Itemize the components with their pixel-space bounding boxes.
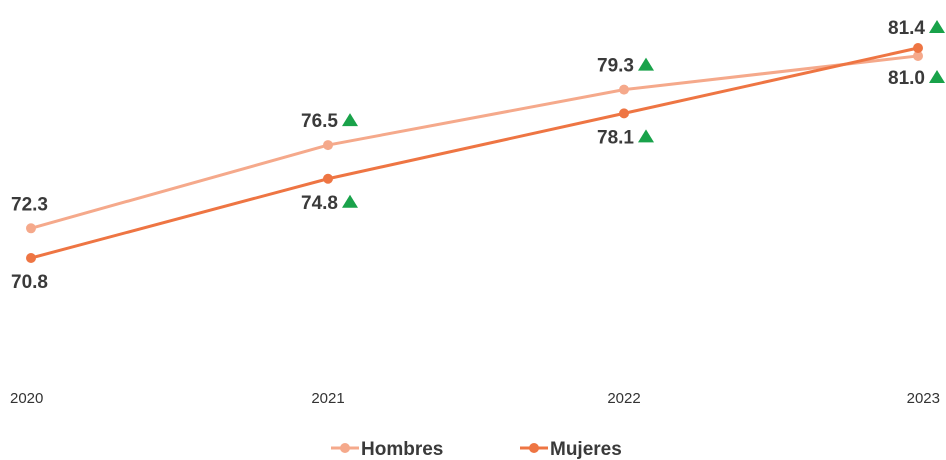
data-point-hombres-2021 <box>323 140 333 151</box>
data-label-hombres-2022: 79.3 <box>597 56 634 77</box>
up-triangle-icon <box>638 57 654 71</box>
data-label-mujeres-2021: 74.8 <box>301 193 338 214</box>
data-point-hombres-2020 <box>26 223 36 234</box>
data-label-hombres-2020: 72.3 <box>11 194 48 215</box>
data-point-mujeres-2020 <box>26 253 36 263</box>
series-line-mujeres <box>29 46 920 260</box>
data-point-mujeres-2022 <box>619 108 629 119</box>
up-triangle-icon <box>929 20 945 34</box>
data-point-hombres-2022 <box>619 84 629 95</box>
legend: Hombres Mujeres <box>331 439 622 460</box>
up-triangle-icon <box>342 113 358 127</box>
up-triangle-icon <box>342 194 358 208</box>
x-tick-label-2020: 2020 <box>10 390 43 407</box>
series-line-hombres <box>29 54 920 230</box>
data-label-mujeres-2020: 70.8 <box>11 272 48 293</box>
series-lines <box>29 46 920 260</box>
x-tick-label-2021: 2021 <box>311 390 344 407</box>
data-point-hombres-2023 <box>913 50 923 61</box>
x-axis-ticks: 2020 2021 2022 2023 <box>10 390 940 407</box>
data-point-mujeres-2021 <box>323 173 333 184</box>
data-point-mujeres-2023 <box>913 43 923 54</box>
data-label-mujeres-2022: 78.1 <box>597 127 634 148</box>
x-tick-label-2023: 2023 <box>907 390 940 407</box>
legend-item-hombres: Hombres <box>331 439 443 460</box>
up-triangle-icon <box>929 69 945 83</box>
up-triangle-icon <box>638 129 654 143</box>
legend-item-mujeres: Mujeres <box>520 439 622 460</box>
data-labels: 72.3 76.5 79.3 81.0 70.8 74.8 78.1 81.4 <box>11 18 945 293</box>
x-tick-label-2022: 2022 <box>607 390 640 407</box>
data-label-mujeres-2023: 81.4 <box>888 18 925 39</box>
legend-marker-mujeres <box>529 443 539 453</box>
legend-marker-hombres <box>340 443 350 453</box>
series-points <box>26 43 923 263</box>
legend-label-mujeres: Mujeres <box>550 439 622 460</box>
legend-label-hombres: Hombres <box>361 439 443 460</box>
data-label-hombres-2021: 76.5 <box>301 111 338 132</box>
data-label-hombres-2023: 81.0 <box>888 68 925 89</box>
